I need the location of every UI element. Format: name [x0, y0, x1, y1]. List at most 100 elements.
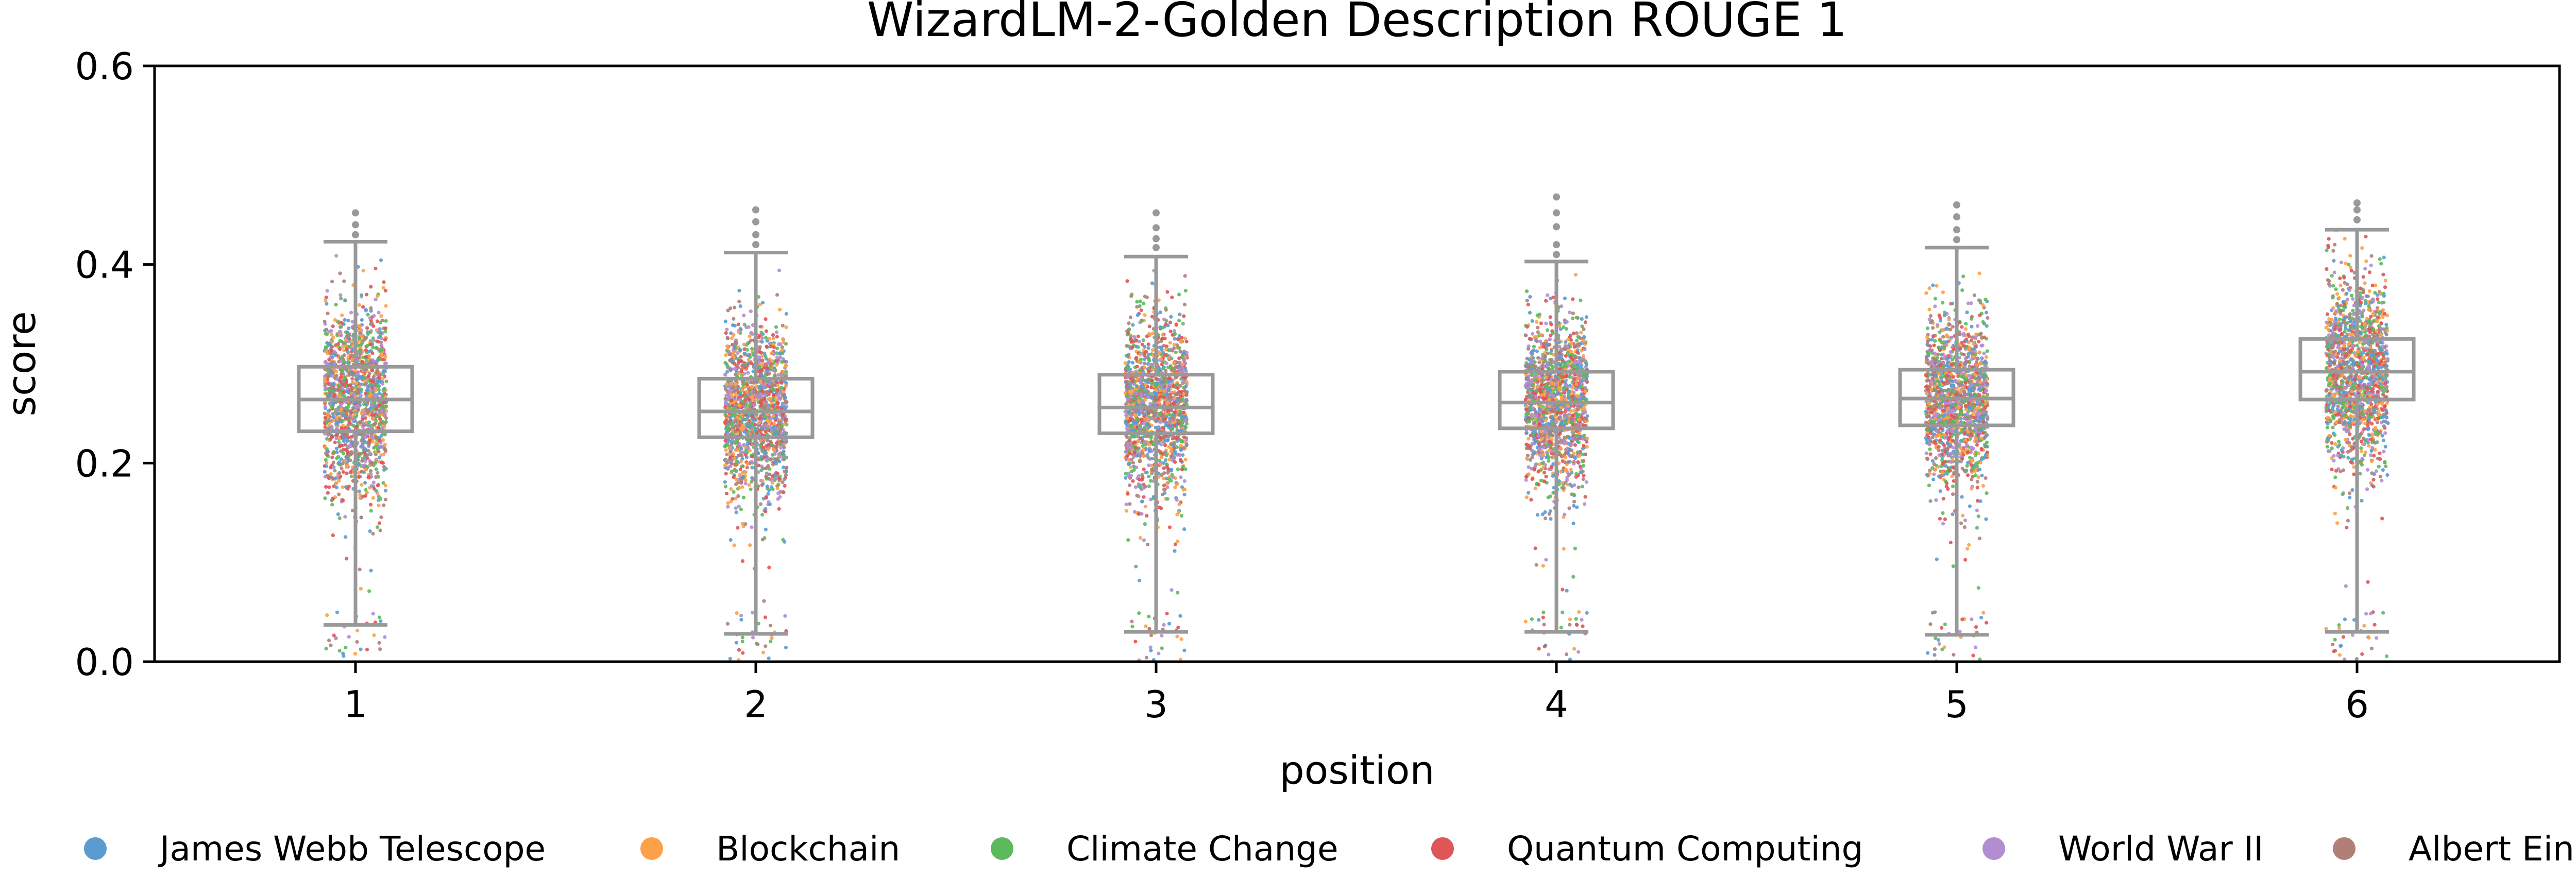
strip-point: [1158, 411, 1162, 416]
strip-point: [337, 417, 342, 421]
strip-point: [1136, 334, 1140, 338]
strip-point: [330, 503, 334, 507]
strip-point: [364, 307, 368, 312]
strip-point: [1149, 648, 1153, 652]
strip-point: [1128, 483, 1132, 487]
strip-point: [1183, 458, 1188, 462]
strip-point: [376, 340, 380, 344]
strip-point: [1143, 295, 1147, 299]
strip-point: [736, 366, 740, 370]
strip-point: [783, 399, 788, 403]
strip-point: [327, 382, 331, 386]
strip-point: [745, 465, 749, 470]
strip-point: [334, 636, 338, 641]
strip-point: [1572, 408, 1577, 412]
strip-point: [1143, 522, 1147, 526]
strip-point: [1137, 611, 1141, 615]
strip-point: [350, 441, 354, 445]
strip-point: [1147, 409, 1152, 413]
strip-point: [1173, 410, 1177, 414]
strip-point: [381, 481, 385, 485]
strip-point: [1134, 445, 1138, 450]
strip-point: [371, 612, 375, 616]
strip-point: [324, 349, 329, 354]
strip-point: [1542, 471, 1547, 475]
strip-point: [1145, 453, 1150, 457]
strip-point: [384, 304, 388, 308]
strip-point: [739, 481, 743, 485]
strip-point: [375, 328, 379, 332]
strip-point: [1159, 506, 1163, 510]
strip-point: [362, 463, 366, 468]
strip-point: [776, 342, 781, 347]
strip-point: [334, 436, 338, 440]
strip-point: [781, 403, 785, 407]
strip-point: [748, 404, 752, 408]
strip-point: [357, 388, 361, 392]
strip-point: [735, 419, 739, 423]
strip-point: [757, 365, 761, 369]
strip-point: [1129, 458, 1133, 462]
strip-point: [360, 483, 364, 487]
strip-point: [768, 382, 772, 386]
strip-point: [378, 647, 382, 651]
strip-point: [323, 386, 328, 390]
strip-point: [1160, 646, 1164, 650]
strip-point: [1138, 436, 1143, 440]
strip-point: [1143, 428, 1147, 432]
strip-point: [738, 468, 742, 472]
strip-point: [772, 393, 776, 398]
strip-point: [772, 352, 776, 356]
strip-point: [1138, 477, 1142, 481]
strip-point: [770, 359, 774, 363]
strip-point: [730, 336, 734, 340]
strip-point: [767, 500, 771, 504]
strip-point: [726, 505, 730, 509]
strip-point: [739, 450, 743, 454]
strip-point: [381, 461, 385, 465]
strip-point: [343, 394, 347, 398]
strip-point: [774, 441, 779, 445]
strip-point: [772, 448, 776, 453]
strip-point: [749, 309, 753, 314]
strip-point: [740, 485, 744, 489]
strip-point: [739, 617, 743, 622]
strip-point: [382, 388, 386, 392]
strip-point: [1176, 539, 1180, 543]
strip-point: [383, 497, 387, 502]
strip-point: [331, 460, 335, 464]
strip-point: [1126, 331, 1130, 335]
strip-point: [772, 368, 776, 373]
strip-point: [1167, 383, 1172, 387]
strip-point: [750, 430, 754, 435]
strip-point: [1564, 354, 1568, 358]
strip-point: [346, 360, 350, 365]
strip-point: [1150, 469, 1155, 473]
strip-point: [337, 393, 341, 398]
strip-point: [785, 465, 789, 470]
strip-point: [1139, 409, 1143, 413]
strip-point: [768, 440, 773, 444]
strip-point: [1143, 379, 1148, 383]
strip-point: [745, 364, 750, 368]
strip-point: [775, 355, 779, 359]
strip-point: [337, 479, 341, 483]
strip-point: [758, 385, 762, 389]
strip-point: [750, 611, 755, 615]
strip-point: [1172, 402, 1176, 406]
strip-point: [360, 293, 364, 297]
strip-point: [337, 460, 341, 464]
strip-point: [1167, 396, 1171, 400]
strip-point: [367, 420, 371, 424]
strip-point: [1144, 383, 1148, 387]
strip-point: [750, 415, 754, 419]
strip-point: [779, 432, 784, 436]
strip-point: [355, 378, 359, 382]
strip-point: [772, 424, 776, 428]
strip-point: [366, 375, 370, 379]
strip-point: [1170, 454, 1174, 458]
strip-point: [1141, 476, 1145, 480]
strip-point: [723, 353, 728, 357]
strip-point: [326, 491, 330, 495]
strip-point: [775, 405, 779, 409]
